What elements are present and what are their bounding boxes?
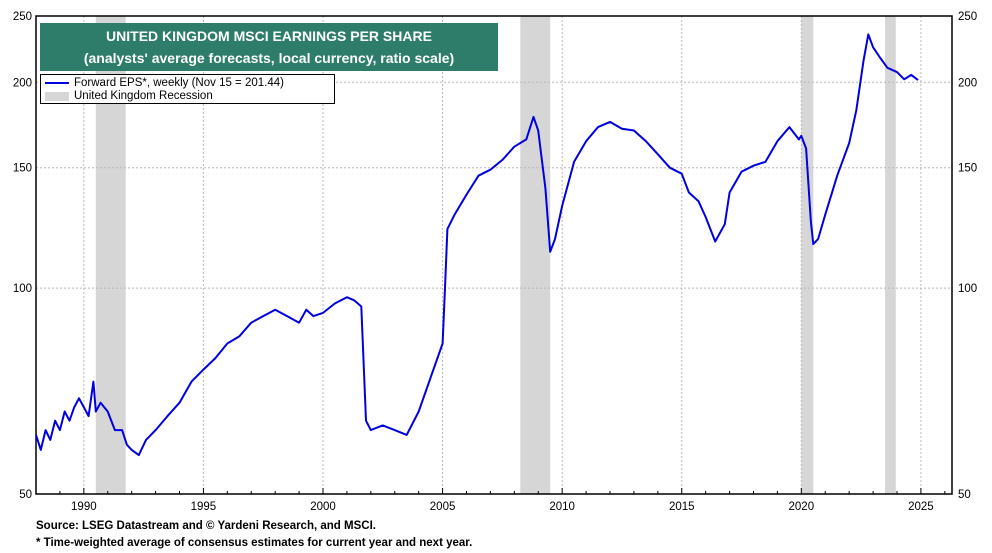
legend-item-eps: Forward EPS*, weekly (Nov 15 = 201.44) (45, 76, 284, 90)
x-tick-label-7: 2025 (908, 501, 934, 513)
y-tick-label-right-3: 200 (958, 77, 977, 89)
legend-line-swatch (45, 82, 69, 84)
legend-label-eps: Forward EPS*, weekly (Nov 15 = 201.44) (74, 77, 284, 89)
y-tick-label-right-2: 150 (958, 163, 977, 175)
recession-band-1 (520, 16, 551, 494)
legend: Forward EPS*, weekly (Nov 15 = 201.44) U… (40, 74, 335, 104)
recession-band-3 (885, 16, 896, 494)
legend-label-recession: United Kingdom Recession (74, 90, 213, 102)
x-tick-label-0: 1990 (71, 501, 97, 513)
footer-source: Source: LSEG Datastream and © Yardeni Re… (36, 520, 376, 532)
y-tick-label-left-1: 100 (13, 283, 32, 295)
x-tick-label-2: 2000 (310, 501, 336, 513)
x-tick-label-6: 2020 (789, 501, 815, 513)
chart-subtitle: (analysts' average forecasts, local curr… (83, 50, 455, 66)
y-tick-label-left-0: 50 (19, 489, 32, 501)
y-tick-label-right-1: 100 (958, 283, 977, 295)
x-tick-label-4: 2010 (549, 501, 575, 513)
footer-note: * Time-weighted average of consensus est… (36, 537, 473, 549)
recession-band-2 (801, 16, 814, 494)
chart-title: UNITED KINGDOM MSCI EARNINGS PER SHARE (106, 28, 432, 44)
legend-box-swatch (45, 91, 69, 101)
x-tick-label-3: 2005 (430, 501, 456, 513)
y-tick-label-right-0: 50 (958, 489, 971, 501)
eps-series-line (35, 33, 919, 457)
y-tick-label-left-3: 200 (13, 77, 32, 89)
y-tick-label-right-4: 250 (958, 11, 977, 23)
x-tick-label-5: 2015 (669, 501, 695, 513)
x-tick-label-1: 1995 (191, 501, 217, 513)
y-tick-label-left-2: 150 (13, 163, 32, 175)
chart-title-box: UNITED KINGDOM MSCI EARNINGS PER SHARE (… (40, 23, 498, 71)
plot-frame (35, 15, 953, 495)
y-tick-label-left-4: 250 (13, 11, 32, 23)
legend-item-recession: United Kingdom Recession (45, 89, 213, 103)
